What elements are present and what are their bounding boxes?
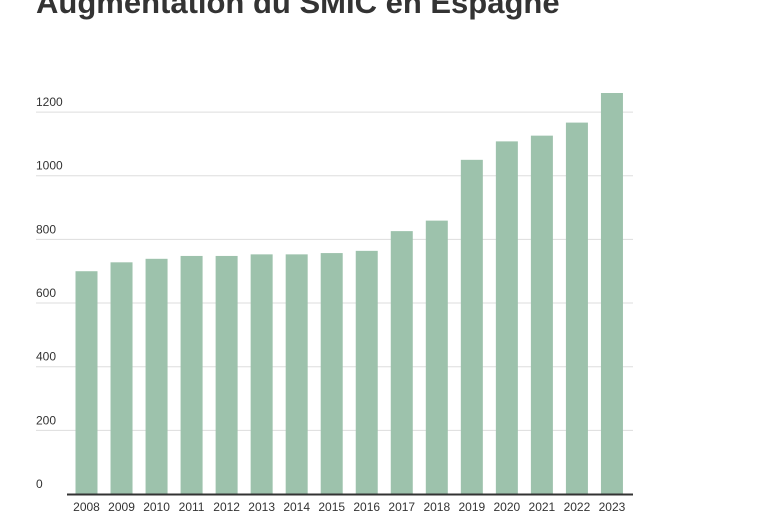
bar-2021 bbox=[530, 135, 553, 494]
y-tick-label: 800 bbox=[36, 222, 56, 236]
x-tick-label: 2014 bbox=[283, 500, 310, 514]
bar-2023 bbox=[600, 93, 623, 494]
x-tick-label: 2011 bbox=[179, 500, 205, 514]
y-tick-label: 600 bbox=[36, 286, 56, 300]
x-tick-label: 2018 bbox=[423, 500, 450, 514]
x-tick-label: 2012 bbox=[213, 500, 240, 514]
x-tick-label: 2016 bbox=[353, 500, 380, 514]
x-tick-label: 2022 bbox=[564, 500, 591, 514]
bar-2019 bbox=[460, 159, 483, 495]
y-tick-label: 200 bbox=[36, 413, 56, 427]
bar-2017 bbox=[390, 231, 413, 494]
bar-2008 bbox=[75, 271, 98, 494]
x-tick-label: 2017 bbox=[388, 500, 415, 514]
x-tick-label: 2009 bbox=[108, 500, 135, 514]
x-tick-label: 2019 bbox=[458, 500, 485, 514]
y-tick-label: 0 bbox=[36, 477, 43, 491]
bar-2020 bbox=[495, 141, 518, 494]
bar-2012 bbox=[215, 255, 238, 494]
bar-2016 bbox=[355, 250, 378, 494]
bar-2015 bbox=[320, 253, 343, 494]
bar-2009 bbox=[110, 262, 133, 494]
x-tick-label: 2021 bbox=[529, 500, 556, 514]
x-tick-label: 2010 bbox=[143, 500, 170, 514]
y-tick-label: 1200 bbox=[36, 95, 63, 109]
bar-2018 bbox=[425, 220, 448, 494]
x-tick-labels: 2008 2009 2010 2011 2012 2013 2014 2015 2016 2017… bbox=[73, 500, 625, 514]
bar-2010 bbox=[145, 258, 168, 494]
bar-2022 bbox=[565, 122, 588, 494]
x-tick-label: 2023 bbox=[599, 500, 626, 514]
bar-2011 bbox=[180, 255, 203, 494]
bar-2013 bbox=[250, 254, 273, 494]
x-tick-label: 2013 bbox=[248, 500, 275, 514]
x-tick-label: 2008 bbox=[73, 500, 100, 514]
y-tick-label: 1000 bbox=[36, 159, 63, 173]
y-tick-labels: 0 200 400 600 800 1000 1200 bbox=[36, 95, 63, 491]
y-tick-label: 400 bbox=[36, 350, 56, 364]
bar-2014 bbox=[285, 254, 308, 494]
bars bbox=[75, 93, 623, 495]
x-tick-label: 2015 bbox=[318, 500, 345, 514]
chart-title: Augmentation du SMIC en Espagne bbox=[36, 0, 560, 20]
x-tick-label: 2020 bbox=[494, 500, 521, 514]
